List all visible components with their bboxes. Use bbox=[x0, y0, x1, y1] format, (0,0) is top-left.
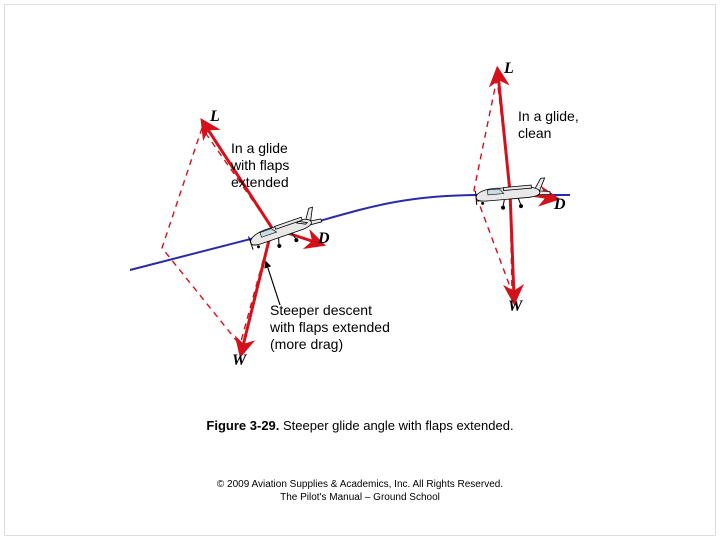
right-L-label: L bbox=[504, 60, 514, 78]
right-D-label: D bbox=[554, 196, 566, 214]
left-weight-vector bbox=[242, 228, 272, 350]
right-weight-vector bbox=[510, 192, 514, 297]
figure-caption-text: Steeper glide angle with flaps extended. bbox=[279, 418, 513, 433]
left-W-label: W bbox=[232, 352, 246, 370]
copyright-footer: © 2009 Aviation Supplies & Academics, In… bbox=[0, 478, 720, 504]
footer-line2: The Pilot's Manual – Ground School bbox=[0, 491, 720, 504]
right-W-label: W bbox=[508, 298, 522, 316]
diagram-svg bbox=[0, 0, 720, 540]
figure-caption: Figure 3-29. Steeper glide angle with fl… bbox=[0, 418, 720, 433]
right-dash-triangle bbox=[474, 78, 512, 292]
annotation-pointer bbox=[266, 262, 280, 305]
right-airplane bbox=[475, 178, 551, 212]
footer-line1: © 2009 Aviation Supplies & Academics, In… bbox=[0, 478, 720, 491]
figure-number: Figure 3-29. bbox=[206, 418, 279, 433]
figure-canvas: In a glide with flaps extended In a glid… bbox=[0, 0, 720, 540]
annotation-label: Steeper descent with flaps extended (mor… bbox=[270, 302, 390, 352]
left-D-label: D bbox=[318, 230, 330, 248]
right-lift-vector bbox=[498, 74, 510, 192]
right-config-label: In a glide, clean bbox=[518, 108, 579, 142]
left-config-label: In a glide with flaps extended bbox=[231, 140, 289, 190]
left-airplane bbox=[246, 206, 325, 257]
left-L-label: L bbox=[210, 108, 220, 126]
